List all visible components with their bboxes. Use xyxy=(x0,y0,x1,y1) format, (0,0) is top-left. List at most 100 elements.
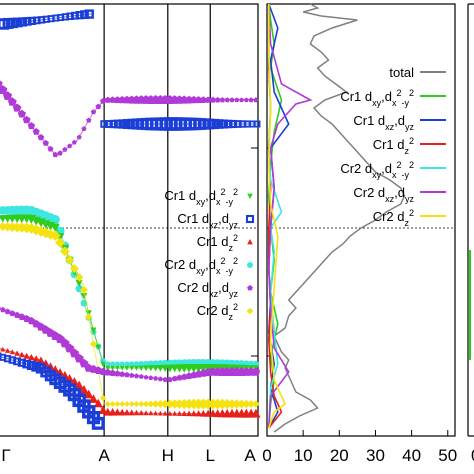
band-point xyxy=(165,399,175,409)
band-point xyxy=(162,410,168,416)
band-point xyxy=(219,97,226,103)
band-point xyxy=(0,346,6,352)
band-point xyxy=(3,91,13,100)
band-point xyxy=(64,343,75,353)
legend-label-subscript: xz xyxy=(209,289,219,299)
band-point xyxy=(104,120,113,128)
band-point xyxy=(128,409,135,416)
band-point xyxy=(75,280,83,287)
band-point xyxy=(9,310,16,316)
band-point xyxy=(109,119,118,129)
legend-marker xyxy=(245,214,255,224)
legend-label-subscript: xz xyxy=(385,122,395,132)
legend-label-subscript: -y xyxy=(401,98,409,108)
legend-label-subscript: -y xyxy=(225,266,233,276)
band-point xyxy=(242,399,251,409)
band-point xyxy=(234,97,240,103)
x-tick-label: A xyxy=(244,446,256,465)
band-point xyxy=(152,365,159,372)
band-point xyxy=(84,389,94,399)
x-tick-label: 40 xyxy=(402,446,421,465)
band-point xyxy=(79,286,88,294)
band-point xyxy=(0,306,6,313)
band-point xyxy=(124,371,130,378)
band-point xyxy=(105,365,111,371)
band-point xyxy=(109,96,116,103)
legend-entry: Cr1 dxz,dyz xyxy=(177,211,255,230)
legend-label: Cr2 dxz,dyz xyxy=(177,280,238,299)
legend-label: Cr2 dxz,dyz xyxy=(353,185,414,204)
band-point xyxy=(124,401,130,407)
band-point xyxy=(151,400,160,408)
band-point xyxy=(224,97,230,103)
legend-label: Cr2 dz2 xyxy=(197,302,238,322)
legend-label-subscript: x xyxy=(392,170,397,180)
band-point xyxy=(95,103,102,109)
legend-label-superscript: 2 xyxy=(233,256,238,266)
band-point xyxy=(98,405,108,414)
legend-label: total xyxy=(389,65,414,80)
band-point xyxy=(195,410,202,417)
band-point xyxy=(86,117,92,123)
band-point xyxy=(142,400,150,408)
legend-entry: Cr2 dxz,dyz xyxy=(177,280,253,299)
band-point xyxy=(52,151,59,158)
band-point xyxy=(47,145,54,152)
band-point xyxy=(138,360,145,368)
legend-label-subscript: z xyxy=(404,146,409,156)
legend-label-mid: ,d xyxy=(218,211,229,226)
band-point xyxy=(5,348,11,353)
band-series xyxy=(100,117,261,131)
legend-label-main: Cr1 d xyxy=(340,89,372,104)
band-point xyxy=(239,97,244,103)
legend-label-main: Cr2 d xyxy=(373,209,405,224)
band-point xyxy=(143,374,149,380)
band-point xyxy=(27,16,37,26)
legend-label-subscript: z xyxy=(228,312,233,322)
dos-series-line xyxy=(267,3,313,429)
band-point xyxy=(204,96,212,103)
legend-label-mid: ,d xyxy=(394,185,405,200)
band-point xyxy=(100,98,107,104)
band-point xyxy=(114,370,121,377)
band-point xyxy=(138,410,145,416)
legend-label-main: Cr1 d xyxy=(164,188,196,203)
band-point xyxy=(147,400,155,408)
legend-entry: Cr1 dxz,dyz xyxy=(353,113,446,132)
band-point xyxy=(213,119,224,129)
band-point xyxy=(157,376,163,382)
legend-marker xyxy=(246,307,254,315)
band-point xyxy=(45,228,56,240)
band-point xyxy=(119,401,125,407)
band-point xyxy=(71,139,77,145)
band-point xyxy=(133,361,140,367)
band-point xyxy=(81,126,87,131)
band-point xyxy=(114,361,120,367)
band-point xyxy=(128,361,135,367)
legend-label: Cr1 dxz,dyz xyxy=(177,211,238,230)
legend-entry: Cr1 dxy,dx2-y2 xyxy=(164,187,253,207)
band-point xyxy=(109,401,116,407)
legend-label-superscript: 2 xyxy=(233,302,238,312)
legend-label-superscript: 2 xyxy=(396,88,401,98)
legend-label-subscript: yz xyxy=(229,289,239,299)
band-point xyxy=(104,400,111,408)
band-point xyxy=(105,361,111,367)
band-series xyxy=(0,9,94,30)
band-point xyxy=(22,359,31,369)
legend-marker xyxy=(247,239,253,245)
band-point xyxy=(119,361,125,367)
band-point xyxy=(74,273,84,282)
x-tick-label: A xyxy=(98,446,110,465)
legend-label-main: Cr1 d xyxy=(177,211,209,226)
band-point xyxy=(67,143,73,149)
band-point xyxy=(247,400,256,408)
band-point xyxy=(90,109,97,115)
x-tick-label: 20 xyxy=(330,446,349,465)
band-series xyxy=(0,222,260,410)
legend-entry: total xyxy=(389,65,446,80)
band-point xyxy=(95,344,102,351)
legend-label-main: Cr2 d xyxy=(164,257,196,272)
band-point xyxy=(129,365,135,371)
